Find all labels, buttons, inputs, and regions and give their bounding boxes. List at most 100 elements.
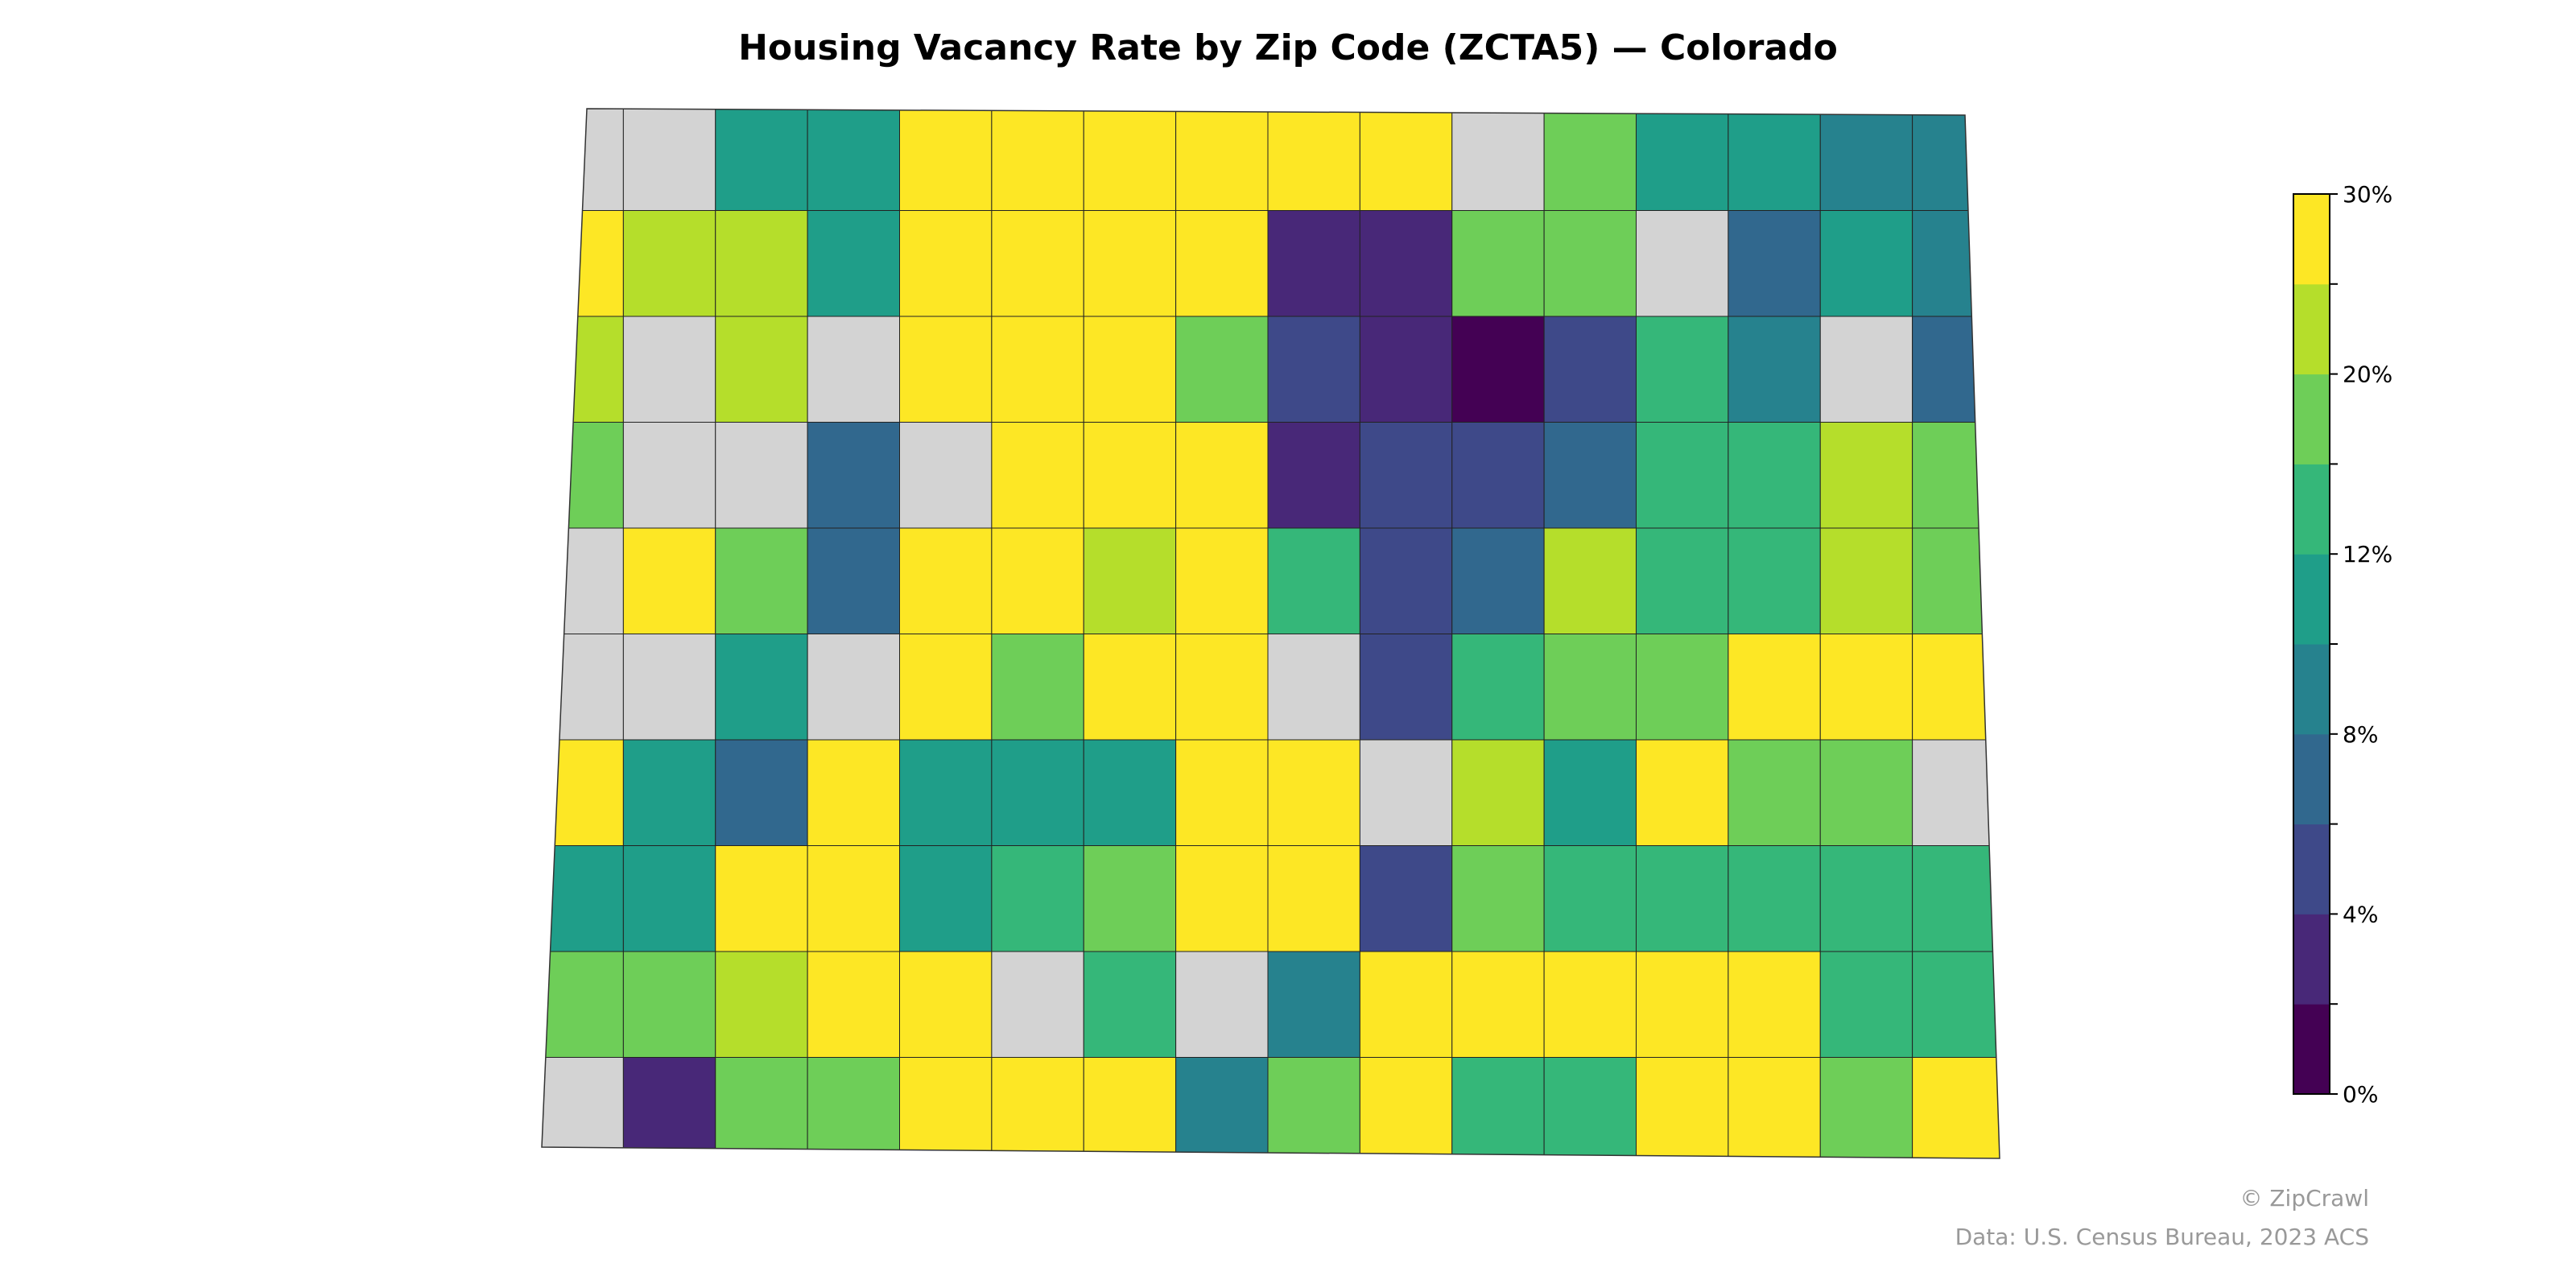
zip-region bbox=[1359, 1057, 1453, 1158]
colorbar-bin bbox=[2293, 374, 2330, 464]
zip-region bbox=[1728, 527, 1821, 634]
zip-region bbox=[1083, 527, 1177, 634]
zip-region bbox=[1083, 739, 1177, 846]
zip-region bbox=[1543, 739, 1637, 846]
zip-region bbox=[1819, 739, 1913, 846]
zip-region bbox=[1728, 422, 1821, 529]
colorbar-bin bbox=[2293, 464, 2330, 555]
zip-region bbox=[1636, 527, 1729, 634]
zip-region bbox=[1359, 109, 1453, 211]
zip-region bbox=[807, 634, 900, 741]
zip-region bbox=[1912, 316, 2000, 423]
zip-region bbox=[1359, 527, 1453, 634]
colorbar-bin bbox=[2293, 194, 2330, 285]
zip-region bbox=[622, 845, 716, 952]
zip-region bbox=[1451, 845, 1545, 952]
zip-region bbox=[1083, 422, 1177, 529]
zip-region bbox=[1267, 951, 1360, 1058]
zip-region bbox=[991, 527, 1084, 634]
zip-region bbox=[542, 634, 624, 741]
zip-region bbox=[1819, 210, 1913, 317]
zip-region bbox=[1451, 422, 1545, 529]
colorbar-tick-label: 12% bbox=[2343, 541, 2392, 568]
zip-region bbox=[1728, 210, 1821, 317]
state-outline bbox=[541, 108, 2000, 1159]
chart-title: Housing Vacancy Rate by Zip Code (ZCTA5)… bbox=[738, 27, 1838, 68]
colorbar-bin bbox=[2293, 1004, 2330, 1095]
zip-region bbox=[991, 109, 1084, 211]
zip-region bbox=[1636, 634, 1729, 741]
zip-region bbox=[899, 527, 993, 634]
colorbar-bin bbox=[2293, 733, 2330, 825]
zip-region bbox=[1083, 1057, 1177, 1158]
zip-region bbox=[1912, 951, 2000, 1058]
colorbar-bin bbox=[2293, 283, 2330, 375]
zip-region bbox=[991, 316, 1084, 423]
zip-region bbox=[899, 951, 993, 1058]
zip-region bbox=[1267, 845, 1360, 952]
zip-region bbox=[542, 951, 624, 1058]
zip-region bbox=[1451, 316, 1545, 423]
zip-region bbox=[899, 422, 993, 529]
colorbar-tick-label: 8% bbox=[2343, 721, 2378, 748]
zip-region bbox=[542, 109, 624, 211]
zip-region bbox=[1359, 422, 1453, 529]
zip-region bbox=[1819, 422, 1913, 529]
zip-region bbox=[1175, 634, 1269, 741]
zip-region bbox=[1267, 210, 1360, 317]
zip-region bbox=[1267, 1057, 1360, 1158]
zip-region bbox=[1083, 316, 1177, 423]
zip-region bbox=[1267, 422, 1360, 529]
zip-region bbox=[1083, 109, 1177, 211]
zip-region bbox=[1267, 739, 1360, 846]
zip-region bbox=[1083, 210, 1177, 317]
zip-region bbox=[899, 316, 993, 423]
zip-region bbox=[1636, 422, 1729, 529]
zip-region bbox=[807, 316, 900, 423]
zip-region bbox=[1267, 527, 1360, 634]
zip-region bbox=[622, 422, 716, 529]
zip-region bbox=[1359, 951, 1453, 1058]
zip-region bbox=[1819, 634, 1913, 741]
zip-region bbox=[715, 109, 808, 211]
zip-region bbox=[1083, 634, 1177, 741]
zip-region bbox=[1175, 210, 1269, 317]
zip-region bbox=[715, 422, 808, 529]
credit-text: © ZipCrawl bbox=[2240, 1185, 2369, 1212]
zip-region bbox=[1359, 210, 1453, 317]
zip-region bbox=[1175, 739, 1269, 846]
zip-region bbox=[991, 739, 1084, 846]
zip-region bbox=[542, 739, 624, 846]
zip-region bbox=[1267, 316, 1360, 423]
zip-region bbox=[1912, 845, 2000, 952]
zip-region bbox=[807, 739, 900, 846]
zip-region bbox=[1267, 109, 1360, 211]
zip-region bbox=[899, 1057, 993, 1158]
zip-region bbox=[1819, 109, 1913, 211]
zip-region bbox=[1819, 845, 1913, 952]
zip-region bbox=[1728, 845, 1821, 952]
zip-region bbox=[1543, 316, 1637, 423]
zip-region bbox=[899, 739, 993, 846]
zip-region bbox=[1728, 109, 1821, 211]
zip-region bbox=[1267, 634, 1360, 741]
zip-region bbox=[1728, 739, 1821, 846]
zip-region bbox=[1819, 316, 1913, 423]
zip-region bbox=[715, 1057, 808, 1158]
zip-region bbox=[1451, 951, 1545, 1058]
zip-region bbox=[542, 422, 624, 529]
zip-region bbox=[542, 845, 624, 952]
zip-region bbox=[1543, 422, 1637, 529]
zip-region bbox=[1912, 634, 2000, 741]
colorbar-bin bbox=[2293, 644, 2330, 735]
zip-region bbox=[1543, 210, 1637, 317]
zip-region bbox=[1359, 316, 1453, 423]
zip-region bbox=[899, 109, 993, 211]
zip-region bbox=[1359, 634, 1453, 741]
zip-region bbox=[1636, 1057, 1729, 1158]
zip-region bbox=[1912, 210, 2000, 317]
zip-region bbox=[542, 210, 624, 317]
zip-region bbox=[1728, 634, 1821, 741]
zip-region bbox=[1543, 1057, 1637, 1158]
zip-region bbox=[1451, 527, 1545, 634]
